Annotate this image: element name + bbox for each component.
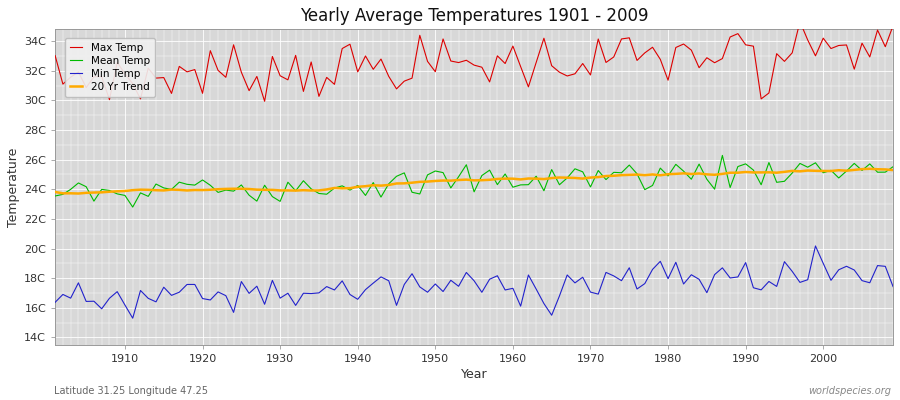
Mean Temp — [127, 205, 138, 210]
Max Temp — [259, 99, 270, 104]
Line: Max Temp: Max Temp — [55, 22, 893, 101]
Mean Temp — [50, 194, 60, 198]
20 Yr Trend — [864, 166, 875, 171]
Min Temp — [887, 284, 898, 289]
Min Temp — [337, 278, 347, 283]
20 Yr Trend — [337, 186, 347, 191]
Min Temp — [127, 316, 138, 320]
Mean Temp — [608, 170, 619, 175]
Text: worldspecies.org: worldspecies.org — [808, 386, 891, 396]
Min Temp — [810, 244, 821, 248]
20 Yr Trend — [291, 188, 302, 193]
Max Temp — [887, 23, 898, 28]
Mean Temp — [112, 192, 122, 196]
Mean Temp — [515, 182, 526, 187]
20 Yr Trend — [508, 176, 518, 181]
20 Yr Trend — [515, 177, 526, 182]
20 Yr Trend — [120, 188, 130, 193]
Line: Mean Temp: Mean Temp — [55, 155, 893, 207]
Title: Yearly Average Temperatures 1901 - 2009: Yearly Average Temperatures 1901 - 2009 — [300, 7, 648, 25]
20 Yr Trend — [608, 173, 619, 178]
X-axis label: Year: Year — [461, 368, 488, 381]
Text: Latitude 31.25 Longitude 47.25: Latitude 31.25 Longitude 47.25 — [54, 386, 208, 396]
Legend: Max Temp, Mean Temp, Min Temp, 20 Yr Trend: Max Temp, Mean Temp, Min Temp, 20 Yr Tre… — [65, 38, 155, 98]
Line: Min Temp: Min Temp — [55, 246, 893, 318]
Min Temp — [608, 274, 619, 278]
20 Yr Trend — [50, 190, 60, 194]
Max Temp — [515, 64, 526, 69]
Mean Temp — [291, 188, 302, 193]
Min Temp — [508, 286, 518, 291]
Max Temp — [337, 46, 347, 51]
Max Temp — [50, 53, 60, 58]
Max Temp — [291, 53, 302, 58]
Max Temp — [795, 19, 806, 24]
Min Temp — [50, 300, 60, 305]
Mean Temp — [337, 184, 347, 188]
Line: 20 Yr Trend: 20 Yr Trend — [55, 169, 893, 194]
Min Temp — [515, 304, 526, 308]
Max Temp — [112, 60, 122, 65]
Mean Temp — [508, 185, 518, 190]
Mean Temp — [887, 164, 898, 169]
20 Yr Trend — [887, 168, 898, 172]
Y-axis label: Temperature: Temperature — [7, 147, 20, 227]
20 Yr Trend — [73, 191, 84, 196]
Max Temp — [508, 44, 518, 48]
Min Temp — [112, 289, 122, 294]
Min Temp — [291, 303, 302, 308]
Mean Temp — [717, 153, 728, 158]
Max Temp — [608, 54, 619, 59]
